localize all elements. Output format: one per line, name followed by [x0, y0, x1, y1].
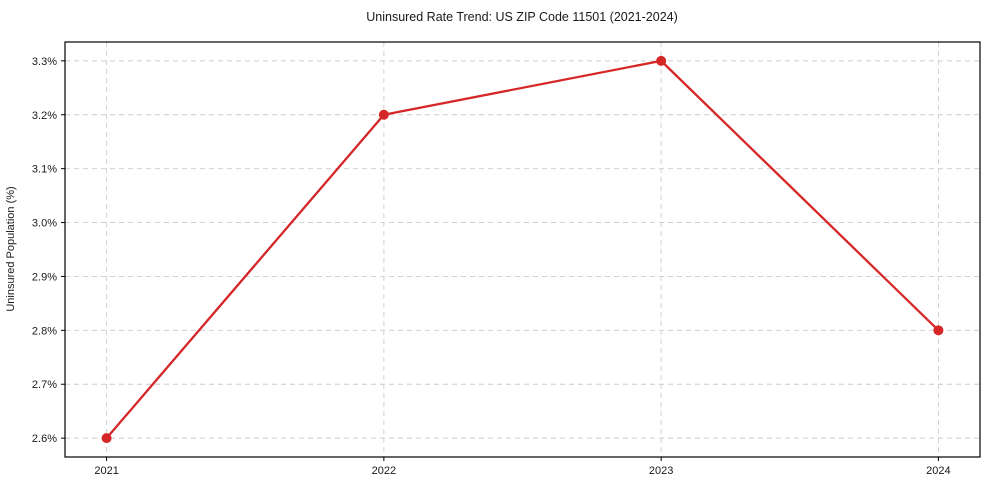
- y-tick-label: 3.0%: [32, 218, 57, 230]
- data-point-marker: [933, 325, 944, 336]
- trend-line: [105, 59, 940, 440]
- x-tick-label: 2021: [94, 465, 118, 477]
- data-point-marker: [656, 55, 667, 66]
- y-tick-label: 2.7%: [32, 379, 57, 391]
- data-point-marker: [101, 433, 112, 444]
- y-tick-label: 3.3%: [32, 56, 57, 68]
- y-tick-label: 3.1%: [32, 164, 57, 176]
- x-tick-label: 2022: [372, 465, 396, 477]
- x-tick-label: 2023: [649, 465, 673, 477]
- chart-title: Uninsured Rate Trend: US ZIP Code 11501 …: [366, 10, 678, 24]
- x-tick-label: 2024: [926, 465, 950, 477]
- axis-layer: 2021 2022 2023 2024 2.6% 2.7% 2.8% 2.9% 3.0% 3.1%…: [32, 41, 981, 477]
- grid-layer: [65, 42, 980, 457]
- plot-border: [64, 41, 981, 458]
- series-layer: [101, 55, 944, 444]
- y-tick-label: 2.6%: [32, 433, 57, 445]
- data-point-marker: [378, 109, 389, 120]
- y-tick-label: 3.2%: [32, 110, 57, 122]
- y-tick-label: 2.9%: [32, 271, 57, 283]
- y-tick-label: 2.8%: [32, 325, 57, 337]
- y-axis-label: Uninsured Population (%): [5, 186, 17, 311]
